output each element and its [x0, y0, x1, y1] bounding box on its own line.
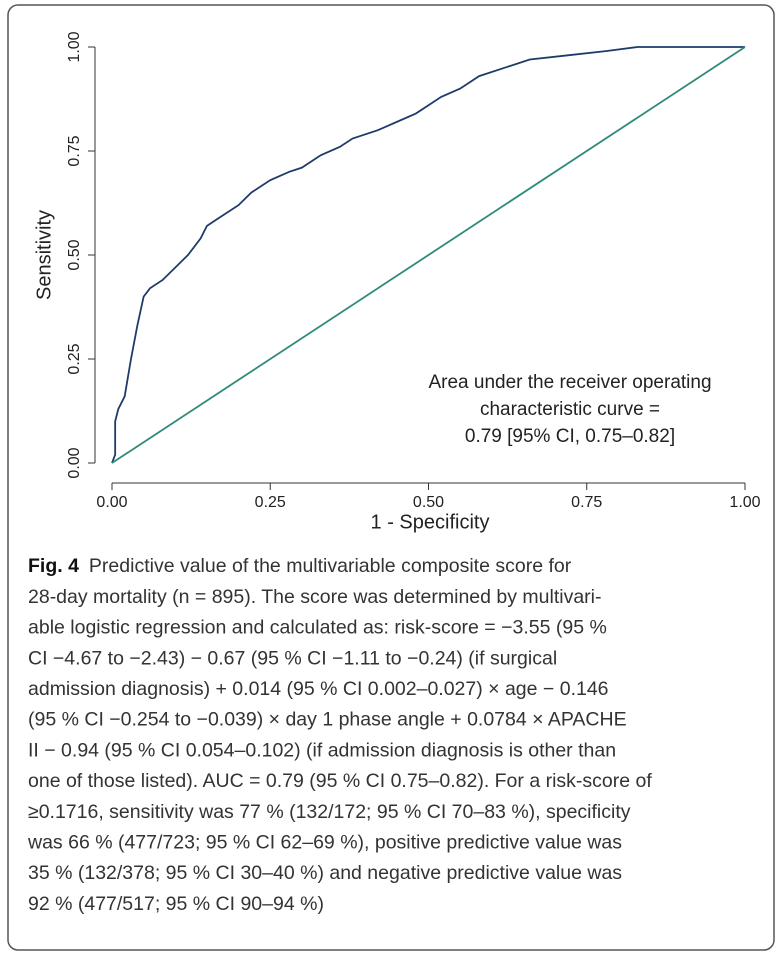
x-tick-label: 0.25	[255, 494, 286, 511]
x-tick-label: 0.50	[413, 494, 444, 511]
y-tick-label: 0.75	[66, 135, 83, 166]
caption-line: (95 % CI −0.254 to −0.039) × day 1 phase…	[28, 709, 627, 731]
caption-line: was 66 % (477/723; 95 % CI 62–69 %), pos…	[27, 831, 622, 853]
y-tick-label: 0.25	[66, 343, 83, 374]
x-tick-label: 0.00	[96, 494, 127, 511]
annotation: 0.79 [95% CI, 0.75–0.82]	[465, 426, 675, 447]
caption-line: II − 0.94 (95 % CI 0.054–0.102) (if admi…	[28, 739, 616, 761]
caption-line: ≥0.1716, sensitivity was 77 % (132/172; …	[28, 801, 631, 823]
caption-label: Fig. 4	[28, 555, 79, 577]
y-tick-label: 0.50	[66, 239, 83, 270]
caption-line: CI −4.67 to −2.43) − 0.67 (95 % CI −1.11…	[28, 647, 557, 669]
x-axis-label: 1 - Specificity	[371, 511, 490, 533]
caption-line: Predictive value of the multivariable co…	[89, 555, 572, 577]
caption-line: 35 % (132/378; 95 % CI 30–40 %) and nega…	[28, 862, 622, 884]
y-tick-label: 0.00	[66, 447, 83, 478]
caption-line: admission diagnosis) + 0.014 (95 % CI 0.…	[28, 678, 609, 700]
caption-line: 92 % (477/517; 95 % CI 90–94 %)	[28, 893, 324, 915]
x-tick-label: 0.75	[571, 494, 602, 511]
caption-line: 28-day mortality (n = 895). The score wa…	[28, 586, 602, 608]
curve	[111, 46, 746, 464]
x-tick-label: 1.00	[729, 494, 760, 511]
caption-line: able logistic regression and calculated …	[28, 617, 607, 639]
y-tick-label: 1.00	[66, 31, 83, 62]
annotation: characteristic curve =	[480, 399, 660, 420]
y-axis-label: Sensitivity	[33, 210, 55, 300]
caption-line: one of those listed). AUC = 0.79 (95 % C…	[28, 770, 652, 792]
annotation: Area under the receiver operating	[428, 372, 711, 393]
curve	[111, 46, 745, 464]
